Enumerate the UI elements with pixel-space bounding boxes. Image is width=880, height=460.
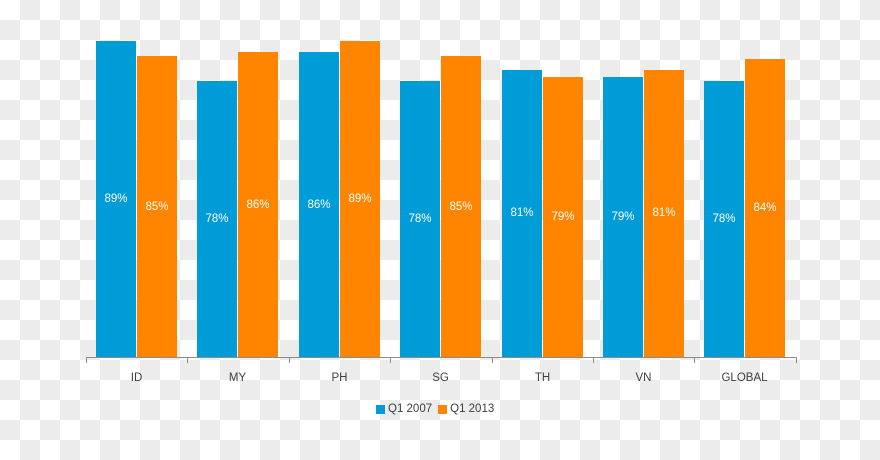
bar-sg-q1-2013: 85%: [441, 56, 481, 357]
bar-id-q1-2007: 89%: [96, 41, 136, 357]
data-label: 89%: [348, 193, 372, 205]
data-label: 81%: [652, 207, 676, 219]
legend-swatch: [438, 404, 448, 414]
bar-my-q1-2007: 78%: [197, 81, 237, 357]
bar-global-q1-2013: 84%: [745, 59, 785, 357]
legend-label: Q1 2007: [388, 403, 433, 415]
legend-item-q1-2007: Q1 2007: [376, 403, 432, 415]
bar-th-q1-2013: 79%: [543, 77, 583, 357]
category-label: VN: [635, 372, 652, 384]
data-label: 79%: [551, 211, 575, 223]
data-label: 79%: [611, 211, 635, 223]
category-label: TH: [534, 372, 551, 384]
data-label: 86%: [307, 199, 331, 211]
bar-vn-q1-2013: 81%: [644, 70, 684, 357]
bar-ph-q1-2007: 86%: [299, 52, 339, 357]
data-label: 78%: [712, 213, 736, 225]
x-axis-tick: [492, 357, 493, 363]
legend-swatch: [376, 404, 385, 414]
legend-label: Q1 2013: [450, 403, 495, 415]
category-label: MY: [228, 372, 247, 384]
data-label: 78%: [205, 213, 229, 225]
category-label: GLOBAL: [721, 372, 768, 384]
legend-item-q1-2013: Q1 2013: [438, 403, 494, 415]
bar-id-q1-2013: 85%: [137, 56, 177, 357]
data-label: 85%: [145, 201, 169, 213]
data-label: 86%: [246, 199, 270, 211]
bar-my-q1-2013: 86%: [238, 52, 278, 357]
bar-ph-q1-2013: 89%: [340, 41, 380, 357]
x-axis: [86, 357, 796, 358]
bar-global-q1-2007: 78%: [704, 81, 744, 357]
x-axis-tick: [289, 357, 290, 363]
bar-vn-q1-2007: 79%: [603, 77, 643, 357]
data-label: 81%: [510, 207, 534, 219]
x-axis-tick: [390, 357, 391, 363]
category-label: ID: [130, 372, 143, 384]
data-label: 89%: [104, 193, 128, 205]
legend: Q1 2007 Q1 2013: [376, 403, 500, 415]
data-label: 85%: [449, 201, 473, 213]
bar-th-q1-2007: 81%: [502, 70, 542, 357]
category-label: SG: [432, 372, 449, 384]
data-label: 78%: [408, 213, 432, 225]
category-label: PH: [331, 372, 348, 384]
x-axis-tick: [694, 357, 695, 363]
data-label: 84%: [753, 202, 777, 214]
x-axis-tick: [593, 357, 594, 363]
x-axis-tick: [796, 357, 797, 363]
x-axis-tick: [86, 357, 87, 363]
x-axis-tick: [187, 357, 188, 363]
bar-sg-q1-2007: 78%: [400, 81, 440, 357]
